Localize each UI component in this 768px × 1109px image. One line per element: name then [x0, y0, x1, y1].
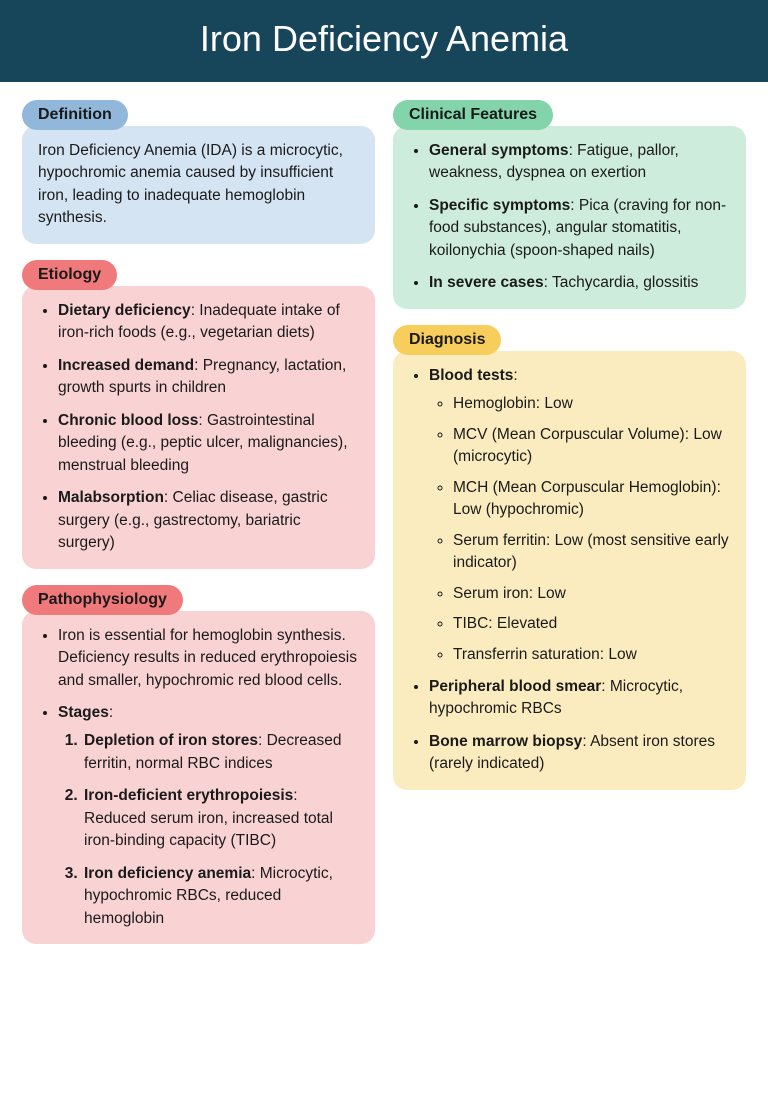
- clinical-section: Clinical Features General symptoms: Fati…: [393, 100, 746, 309]
- diagnosis-section: Diagnosis Blood tests: Hemoglobin: Low M…: [393, 325, 746, 790]
- content-columns: Definition Iron Deficiency Anemia (IDA) …: [0, 82, 768, 984]
- diagnosis-heading: Diagnosis: [393, 325, 501, 355]
- etiology-section: Etiology Dietary deficiency: Inadequate …: [22, 260, 375, 569]
- clinical-item: In severe cases: Tachycardia, glossitis: [429, 272, 730, 294]
- stage-item: Iron-deficient erythropoiesis: Reduced s…: [82, 785, 359, 852]
- right-column: Clinical Features General symptoms: Fati…: [393, 100, 746, 960]
- diagnosis-smear: Peripheral blood smear: Microcytic, hypo…: [429, 676, 730, 721]
- clinical-item: Specific symptoms: Pica (craving for non…: [429, 195, 730, 262]
- definition-section: Definition Iron Deficiency Anemia (IDA) …: [22, 100, 375, 244]
- clinical-heading: Clinical Features: [393, 100, 553, 130]
- page-title: Iron Deficiency Anemia: [0, 0, 768, 82]
- blood-item: Transferrin saturation: Low: [453, 644, 730, 666]
- blood-item: TIBC: Elevated: [453, 613, 730, 635]
- diagnosis-box: Blood tests: Hemoglobin: Low MCV (Mean C…: [393, 351, 746, 790]
- etiology-item: Chronic blood loss: Gastrointestinal ble…: [58, 410, 359, 477]
- pathophysiology-box: Iron is essential for hemoglobin synthes…: [22, 611, 375, 945]
- left-column: Definition Iron Deficiency Anemia (IDA) …: [22, 100, 375, 960]
- etiology-item: Increased demand: Pregnancy, lactation, …: [58, 355, 359, 400]
- diagnosis-blood: Blood tests: Hemoglobin: Low MCV (Mean C…: [429, 365, 730, 666]
- etiology-heading: Etiology: [22, 260, 117, 290]
- diagnosis-biopsy: Bone marrow biopsy: Absent iron stores (…: [429, 731, 730, 776]
- etiology-item: Malabsorption: Celiac disease, gastric s…: [58, 487, 359, 554]
- pathophysiology-stages: Stages: Depletion of iron stores: Decrea…: [58, 702, 359, 930]
- blood-item: Serum iron: Low: [453, 583, 730, 605]
- etiology-item: Dietary deficiency: Inadequate intake of…: [58, 300, 359, 345]
- stage-item: Depletion of iron stores: Decreased ferr…: [82, 730, 359, 775]
- blood-item: Serum ferritin: Low (most sensitive earl…: [453, 530, 730, 575]
- stage-item: Iron deficiency anemia: Microcytic, hypo…: [82, 863, 359, 930]
- blood-item: MCH (Mean Corpuscular Hemoglobin): Low (…: [453, 477, 730, 522]
- blood-item: Hemoglobin: Low: [453, 393, 730, 415]
- clinical-box: General symptoms: Fatigue, pallor, weakn…: [393, 126, 746, 309]
- definition-heading: Definition: [22, 100, 128, 130]
- pathophysiology-section: Pathophysiology Iron is essential for he…: [22, 585, 375, 945]
- definition-box: Iron Deficiency Anemia (IDA) is a microc…: [22, 126, 375, 244]
- blood-item: MCV (Mean Corpuscular Volume): Low (micr…: [453, 424, 730, 469]
- pathophysiology-heading: Pathophysiology: [22, 585, 183, 615]
- pathophysiology-intro: Iron is essential for hemoglobin synthes…: [58, 625, 359, 692]
- etiology-box: Dietary deficiency: Inadequate intake of…: [22, 286, 375, 569]
- clinical-item: General symptoms: Fatigue, pallor, weakn…: [429, 140, 730, 185]
